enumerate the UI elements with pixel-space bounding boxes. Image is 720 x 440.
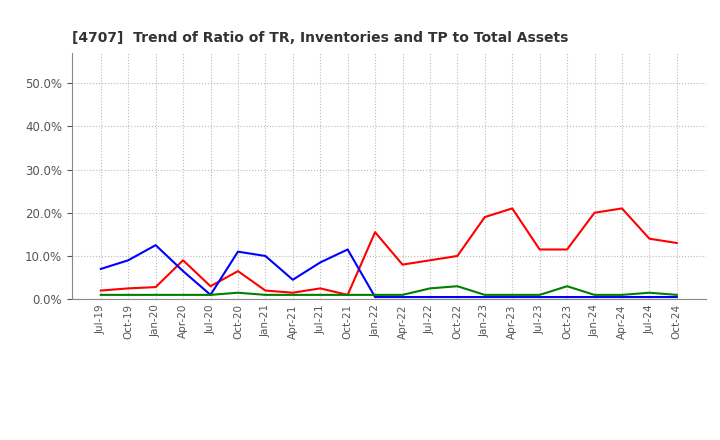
- Trade Payables: [480, 292, 489, 297]
- Trade Receivables: [398, 262, 407, 267]
- Inventories: [563, 294, 572, 300]
- Line: Trade Payables: Trade Payables: [101, 286, 677, 295]
- Trade Receivables: [233, 268, 242, 274]
- Line: Inventories: Inventories: [101, 245, 677, 297]
- Trade Payables: [672, 292, 681, 297]
- Trade Receivables: [672, 240, 681, 246]
- Trade Payables: [206, 292, 215, 297]
- Line: Trade Receivables: Trade Receivables: [101, 209, 677, 295]
- Trade Payables: [151, 292, 160, 297]
- Trade Payables: [645, 290, 654, 295]
- Trade Payables: [426, 286, 434, 291]
- Trade Payables: [124, 292, 132, 297]
- Trade Receivables: [453, 253, 462, 259]
- Trade Receivables: [206, 284, 215, 289]
- Inventories: [536, 294, 544, 300]
- Trade Receivables: [151, 284, 160, 290]
- Inventories: [343, 247, 352, 252]
- Inventories: [453, 294, 462, 300]
- Inventories: [316, 260, 325, 265]
- Trade Receivables: [563, 247, 572, 252]
- Trade Payables: [289, 292, 297, 297]
- Trade Payables: [563, 284, 572, 289]
- Inventories: [233, 249, 242, 254]
- Inventories: [480, 294, 489, 300]
- Trade Receivables: [179, 258, 187, 263]
- Trade Receivables: [371, 230, 379, 235]
- Trade Payables: [96, 292, 105, 297]
- Trade Receivables: [316, 286, 325, 291]
- Trade Receivables: [96, 288, 105, 293]
- Inventories: [426, 294, 434, 300]
- Inventories: [618, 294, 626, 300]
- Inventories: [179, 268, 187, 274]
- Inventories: [151, 242, 160, 248]
- Trade Receivables: [645, 236, 654, 241]
- Trade Payables: [316, 292, 325, 297]
- Text: [4707]  Trend of Ratio of TR, Inventories and TP to Total Assets: [4707] Trend of Ratio of TR, Inventories…: [72, 31, 568, 45]
- Trade Receivables: [618, 206, 626, 211]
- Inventories: [645, 294, 654, 300]
- Trade Payables: [590, 292, 599, 297]
- Trade Receivables: [124, 286, 132, 291]
- Trade Payables: [371, 292, 379, 297]
- Inventories: [672, 294, 681, 300]
- Trade Payables: [618, 292, 626, 297]
- Trade Payables: [398, 292, 407, 297]
- Trade Payables: [453, 284, 462, 289]
- Inventories: [124, 258, 132, 263]
- Trade Receivables: [590, 210, 599, 216]
- Inventories: [96, 266, 105, 271]
- Trade Receivables: [261, 288, 270, 293]
- Trade Receivables: [508, 206, 516, 211]
- Inventories: [289, 277, 297, 282]
- Trade Receivables: [426, 258, 434, 263]
- Trade Receivables: [289, 290, 297, 295]
- Trade Payables: [536, 292, 544, 297]
- Trade Payables: [508, 292, 516, 297]
- Inventories: [261, 253, 270, 259]
- Inventories: [508, 294, 516, 300]
- Trade Payables: [233, 290, 242, 295]
- Inventories: [590, 294, 599, 300]
- Inventories: [206, 292, 215, 297]
- Inventories: [398, 294, 407, 300]
- Trade Payables: [179, 292, 187, 297]
- Trade Payables: [343, 292, 352, 297]
- Inventories: [371, 294, 379, 300]
- Trade Receivables: [480, 214, 489, 220]
- Trade Payables: [261, 292, 270, 297]
- Trade Receivables: [536, 247, 544, 252]
- Trade Receivables: [343, 292, 352, 297]
